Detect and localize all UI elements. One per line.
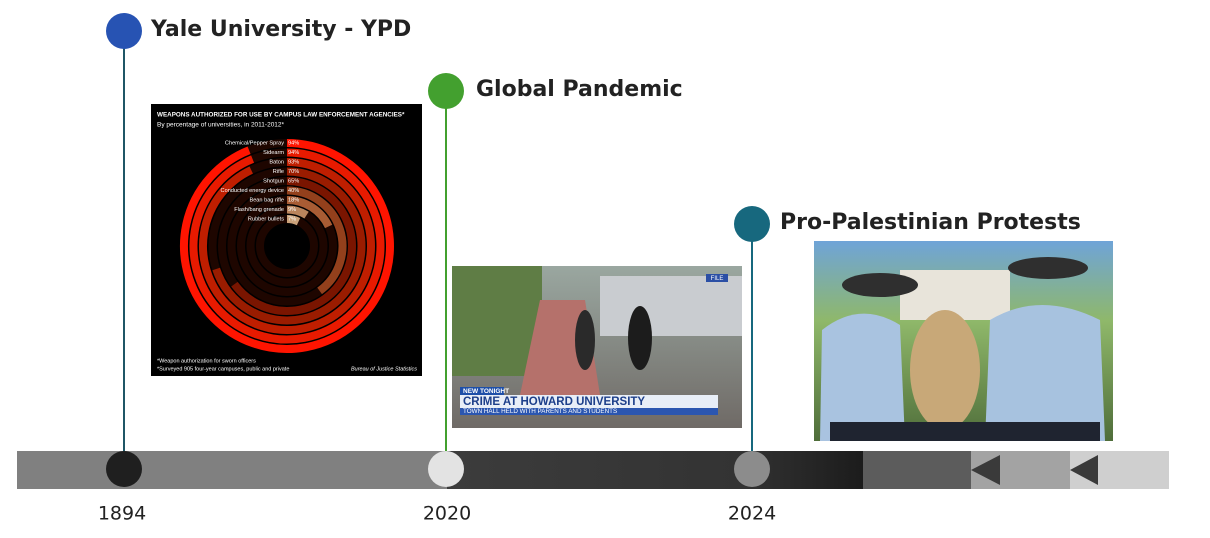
- value-label: 70%: [288, 169, 299, 175]
- source: Bureau of Justice Statistics: [351, 366, 417, 372]
- event-title: Yale University - YPD: [150, 17, 411, 42]
- ring-bar: [212, 167, 366, 325]
- ring-bar: [286, 196, 333, 229]
- subhead: TOWN HALL HELD WITH PARENTS AND STUDENTS: [463, 408, 617, 415]
- category-label: Baton: [269, 159, 284, 165]
- tag: FILE: [711, 276, 724, 282]
- headline-box: [460, 395, 718, 408]
- category-label: Chemical/Pepper Spray: [225, 140, 284, 146]
- ring-bar: [199, 158, 375, 334]
- bar-segment: [447, 451, 863, 489]
- photo-trees: [452, 266, 542, 376]
- photo-belts: [830, 422, 1100, 441]
- chart-subtitle: By percentage of universities, in 2011-2…: [157, 122, 285, 129]
- footnote: *Surveyed 905 four-year campuses, public…: [157, 366, 289, 372]
- event-marker: [428, 73, 464, 109]
- event-marker: [734, 206, 770, 242]
- value-label: 65%: [288, 178, 299, 184]
- bar-segment: [17, 451, 447, 489]
- ring-bar: [189, 148, 385, 344]
- category-label: Bean bag rifle: [249, 197, 284, 203]
- protest-photo: [814, 241, 1113, 441]
- chart-title: WEAPONS AUTHORIZED FOR USE BY CAMPUS LAW…: [157, 112, 405, 119]
- ring-bar: [286, 186, 347, 295]
- value-label: 9%: [288, 207, 296, 213]
- weapons-chart-image: WEAPONS AUTHORIZED FOR USE BY CAMPUS LAW…: [151, 104, 422, 376]
- photo-hat: [842, 273, 918, 297]
- category-label: Flash/bang grenade: [234, 207, 284, 213]
- photo-person: [628, 306, 652, 370]
- arrow: [1070, 455, 1098, 485]
- year-label: 2024: [728, 503, 776, 525]
- year-node: [734, 451, 770, 487]
- kicker-box: [460, 387, 504, 395]
- footnote: *Weapon authorization for sworn officers: [157, 358, 256, 364]
- event-title: Pro-Palestinian Protests: [780, 210, 1081, 235]
- arrow: [971, 455, 1000, 485]
- year-label: 1894: [98, 503, 146, 525]
- headline: CRIME AT HOWARD UNIVERSITY: [463, 396, 645, 408]
- value-label: 94%: [288, 140, 299, 146]
- ring-bar: [231, 177, 356, 315]
- photo-cars: [600, 276, 742, 336]
- photo-protester: [910, 310, 980, 430]
- category-label: Rifle: [273, 169, 284, 175]
- value-label: 94%: [288, 150, 299, 156]
- photo-officer: [985, 305, 1105, 441]
- tag-box: [706, 274, 728, 282]
- photo-building: [900, 270, 1010, 320]
- photo-officer: [820, 313, 905, 441]
- category-label: Sidearm: [263, 150, 284, 156]
- value-label: 7%: [288, 216, 296, 222]
- year-node: [106, 451, 142, 487]
- year-node: [428, 451, 464, 487]
- category-label: Conducted energy device: [221, 188, 284, 194]
- bar-segment: [863, 451, 971, 489]
- year-label: 2020: [423, 503, 471, 525]
- category-label: Rubber bullets: [248, 216, 284, 222]
- subhead-box: [460, 408, 718, 415]
- ring-bar: [286, 215, 301, 226]
- value-label: 40%: [288, 188, 299, 194]
- event-marker: [106, 13, 142, 49]
- kicker: NEW TONIGHT: [463, 388, 509, 395]
- photo-hat: [1008, 257, 1088, 279]
- value-label: 18%: [288, 197, 299, 203]
- news-photo: FILE NEW TONIGHT CRIME AT HOWARD UNIVERS…: [452, 266, 742, 428]
- photo-person: [575, 310, 595, 370]
- ring-bar: [286, 205, 309, 219]
- value-label: 93%: [288, 159, 299, 165]
- category-label: Shotgun: [263, 178, 284, 184]
- event-title: Global Pandemic: [476, 77, 683, 102]
- ring-bar: [180, 139, 394, 353]
